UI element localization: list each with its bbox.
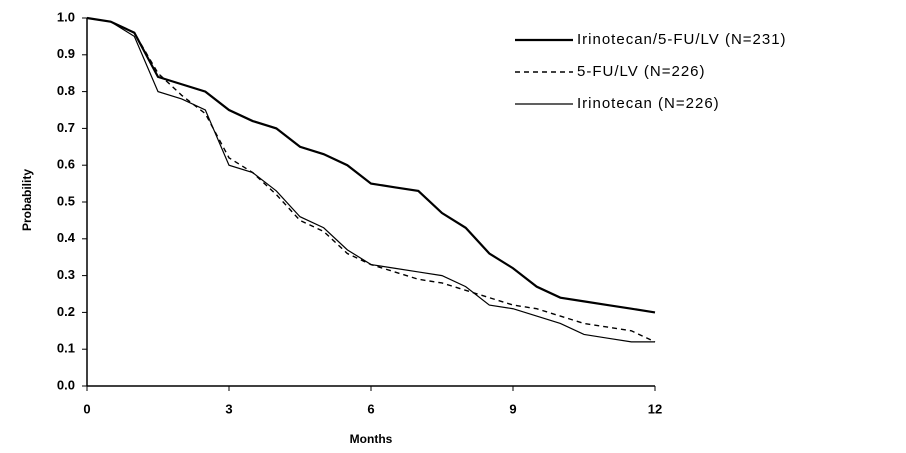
- y-tick-label: 0.7: [57, 120, 75, 135]
- legend-label: Irinotecan (N=226): [577, 95, 720, 112]
- survival-line: [86, 17, 656, 343]
- y-tick-label: 0.3: [57, 267, 75, 282]
- x-tick-label: 0: [83, 401, 90, 416]
- legend-label: Irinotecan/5-FU/LV (N=231): [577, 31, 787, 48]
- y-tick-label: 0.5: [57, 193, 75, 208]
- y-tick-label: 0.0: [57, 377, 75, 392]
- y-tick-label: 0.4: [57, 230, 76, 245]
- y-tick-label: 0.1: [57, 341, 75, 356]
- y-tick-label: 0.8: [57, 83, 75, 98]
- x-tick-label: 6: [367, 401, 374, 416]
- survival-line: [86, 17, 655, 343]
- y-tick-label: 0.2: [57, 304, 75, 319]
- legend-label: 5-FU/LV (N=226): [577, 63, 706, 80]
- x-tick-label: 12: [648, 401, 662, 416]
- y-tick-label: 0.6: [57, 157, 75, 172]
- y-tick-label: 1.0: [57, 9, 75, 24]
- x-tick-label: 9: [509, 401, 516, 416]
- survival-line: [86, 16, 656, 314]
- y-axis-label: Probability: [20, 169, 34, 231]
- y-tick-label: 0.9: [57, 46, 75, 61]
- x-tick-label: 3: [225, 401, 232, 416]
- x-axis-label: Months: [350, 432, 393, 446]
